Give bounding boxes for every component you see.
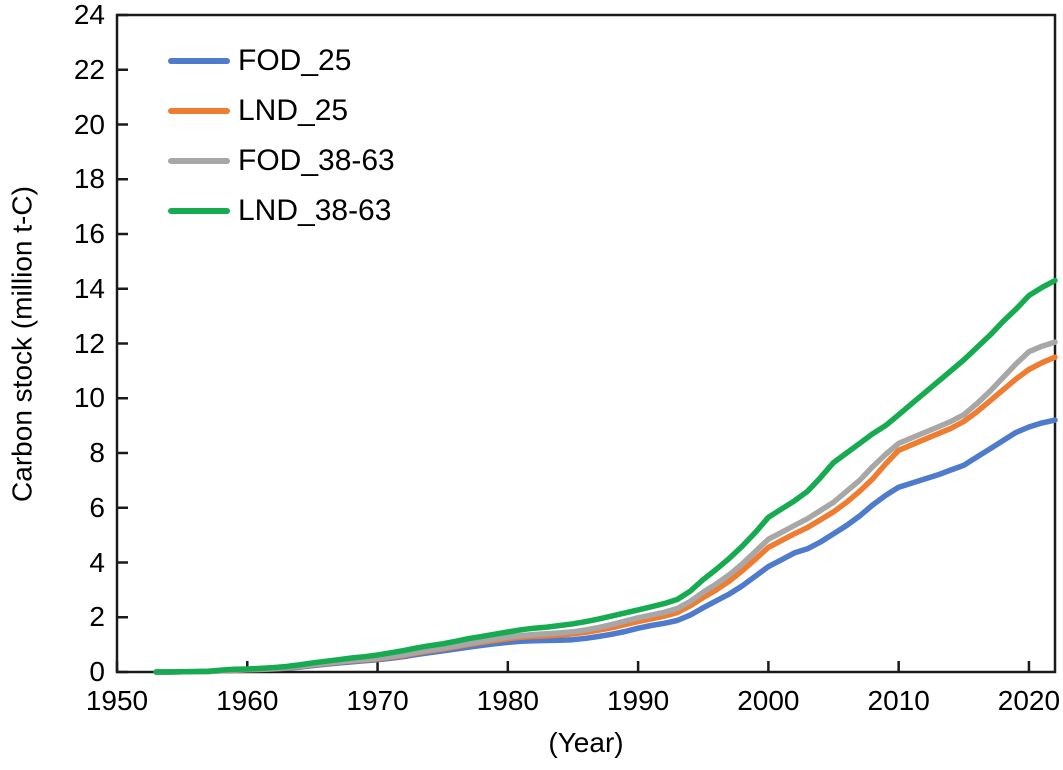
y-tick-label: 24 [73, 0, 105, 30]
series-line-LND_38-63 [153, 277, 1058, 675]
x-tick-label: 2020 [997, 685, 1061, 716]
legend: FOD_25 LND_25 FOD_38-63 LND_38-63 [168, 36, 395, 236]
x-tick-label: 1970 [346, 685, 409, 716]
series-line-FOD_38-63 [153, 339, 1058, 675]
legend-label: FOD_38-63 [238, 144, 395, 177]
y-tick-label: 8 [89, 437, 105, 468]
legend-item: FOD_25 [168, 36, 395, 86]
legend-line-swatch [168, 108, 230, 114]
y-tick-label: 14 [73, 272, 105, 304]
legend-label: LND_38-63 [238, 194, 392, 227]
x-tick-label: 1980 [476, 685, 539, 716]
y-tick-label: 6 [89, 491, 105, 523]
legend-item: LND_25 [168, 86, 395, 136]
x-tick-label: 1960 [216, 685, 279, 716]
x-tick-label: 2010 [867, 685, 930, 716]
y-tick-label: 20 [73, 108, 105, 140]
y-tick-label: 16 [73, 218, 105, 249]
y-tick-label: 0 [89, 656, 105, 687]
x-tick-label: 1950 [85, 685, 149, 716]
y-tick-label: 10 [73, 382, 105, 414]
legend-line-swatch [168, 208, 230, 214]
legend-item: LND_38-63 [168, 186, 395, 236]
y-tick-label: 4 [89, 546, 105, 578]
y-tick-label: 22 [73, 53, 105, 85]
legend-line-swatch [168, 58, 230, 64]
y-tick-label: 18 [73, 163, 105, 195]
legend-item: FOD_38-63 [168, 136, 395, 186]
y-tick-label: 12 [73, 327, 105, 359]
x-tick-label: 2000 [737, 685, 800, 716]
legend-line-swatch [168, 158, 230, 164]
legend-label: LND_25 [238, 94, 349, 127]
x-tick-label: 1990 [606, 685, 670, 716]
series-line-FOD_25 [153, 417, 1058, 675]
x-axis-title: (Year) [548, 727, 624, 758]
legend-label: FOD_25 [238, 44, 352, 77]
y-tick-label: 2 [89, 601, 105, 633]
